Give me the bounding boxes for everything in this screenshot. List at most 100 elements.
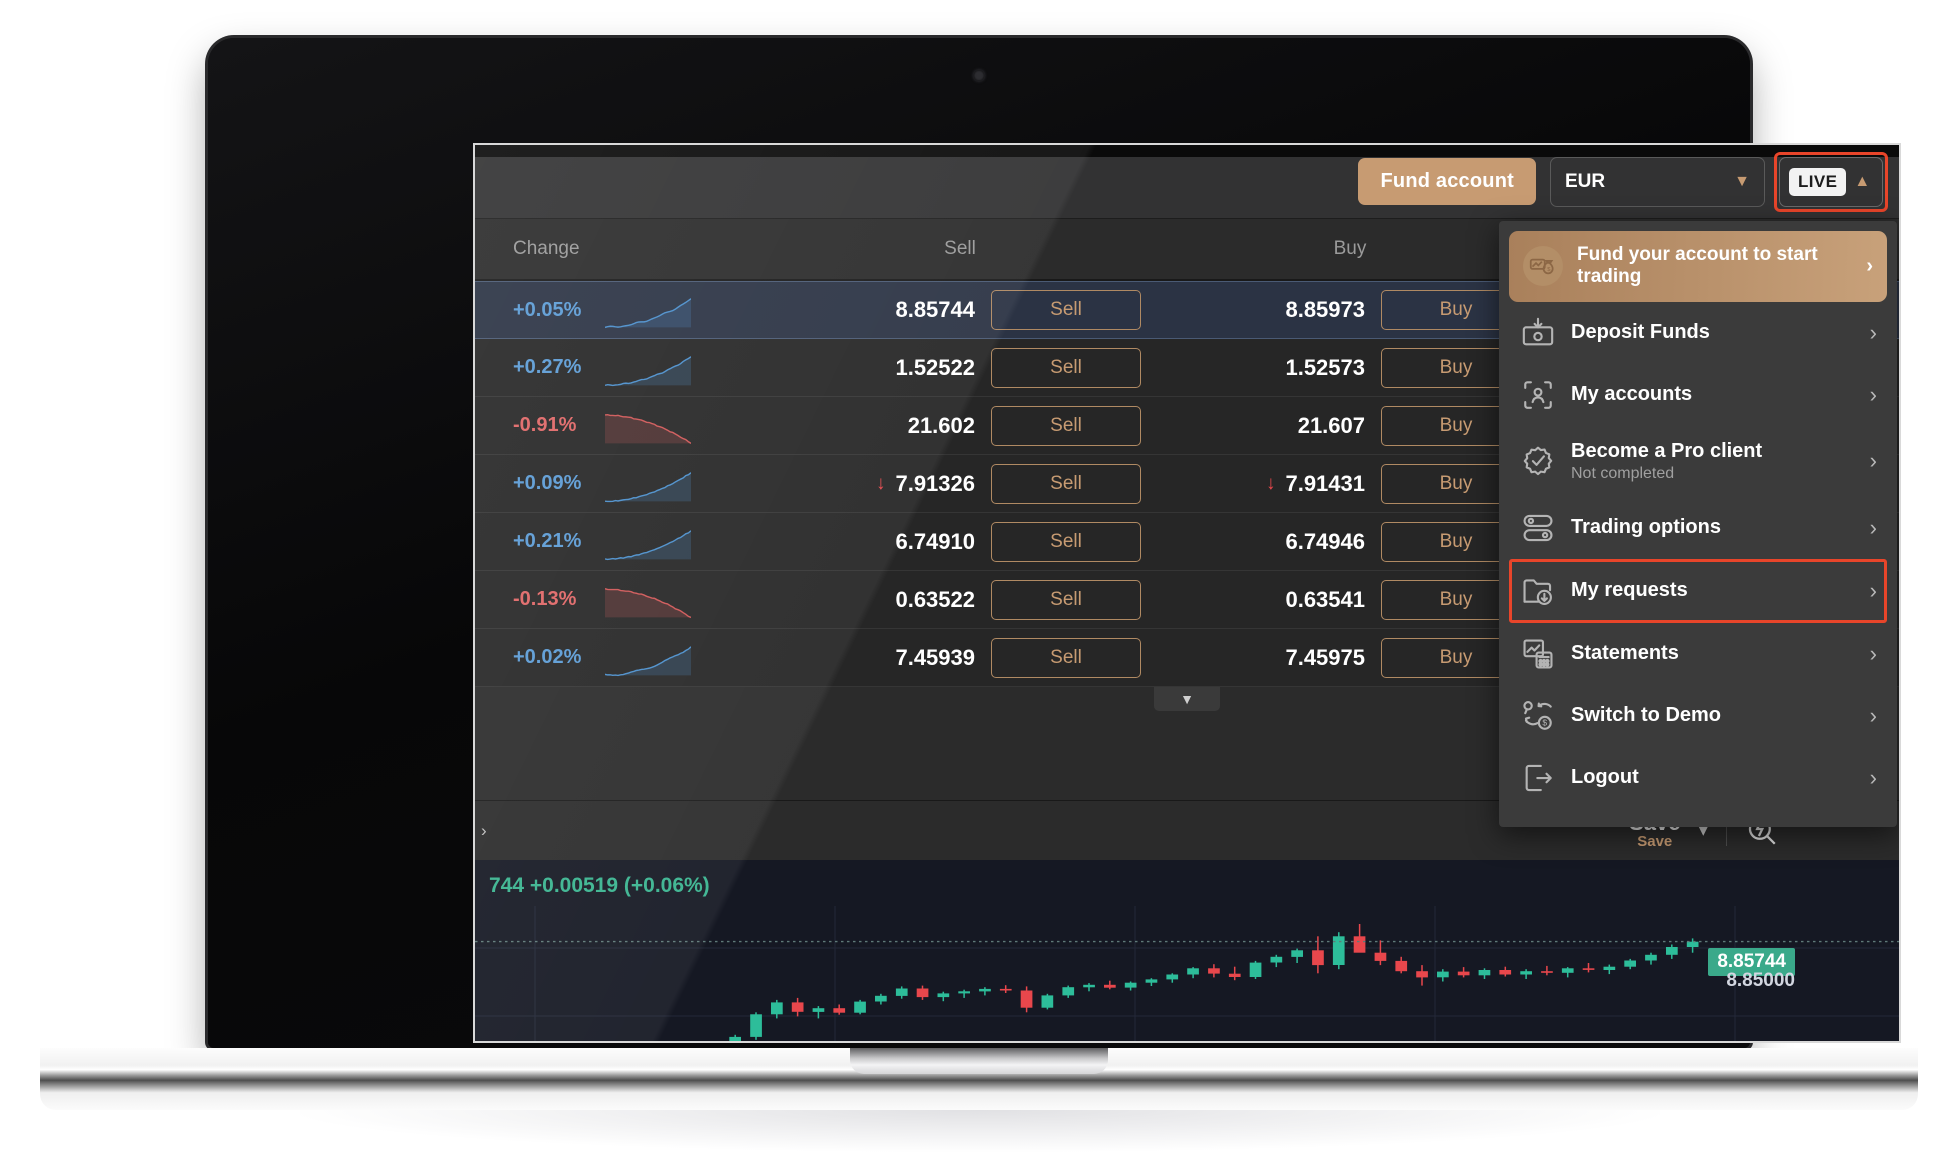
currency-select[interactable]: EUR ▼ — [1550, 156, 1765, 207]
toolbar-divider — [1726, 815, 1727, 846]
cell-buy: 7.45975 Buy — [1155, 637, 1545, 678]
cell-sell: 6.74910 Sell — [765, 521, 1155, 562]
menu-item-text: Become a Pro client Not completed — [1571, 440, 1854, 483]
laptop-screen: Fund account EUR ▼ LIVE ▲ Change — [473, 143, 1901, 1043]
chevron-right-icon: › — [1869, 448, 1877, 474]
chevron-right-icon: › — [1866, 254, 1873, 277]
expand-rows-button[interactable]: ▼ — [1154, 687, 1220, 711]
buy-price: 0.63541 — [1285, 586, 1365, 612]
chevron-up-icon: ▲ — [1854, 172, 1871, 190]
account-id-icon — [1521, 378, 1555, 412]
laptop-base — [40, 1048, 1918, 1110]
save-sub-label: Save — [1637, 833, 1673, 851]
change-percent: -0.91% — [513, 414, 577, 436]
menu-item-label: Switch to Demo — [1571, 704, 1722, 727]
menu-item-label: Statements — [1571, 642, 1679, 665]
cell-buy: 21.607 Buy — [1155, 405, 1545, 446]
chevron-right-icon: › — [1869, 319, 1877, 345]
sell-price: 7.91326 — [895, 470, 975, 496]
cell-sell: 1.52522 Sell — [765, 347, 1155, 388]
change-percent: +0.27% — [513, 356, 582, 378]
menu-item-trading-options[interactable]: Trading options › — [1509, 497, 1887, 559]
sell-price: 6.74910 — [895, 528, 975, 554]
column-header-sell: Sell — [944, 238, 976, 259]
menu-item-text: My requests — [1571, 579, 1854, 602]
cell-change: +0.21% — [475, 522, 765, 562]
buy-price: 1.52573 — [1285, 354, 1365, 380]
menu-item-deposit-funds[interactable]: Deposit Funds › — [1509, 302, 1887, 364]
menu-item-switch-to-demo[interactable]: $ Switch to Demo › — [1509, 685, 1887, 747]
cell-sell: 8.85744 Sell — [765, 290, 1155, 330]
fund-account-button[interactable]: Fund account — [1358, 158, 1536, 205]
price-down-arrow-icon: ↓ — [875, 472, 886, 494]
laptop-lid: Fund account EUR ▼ LIVE ▲ Change — [208, 38, 1901, 1048]
cell-change: -0.91% — [475, 406, 765, 446]
chevron-right-icon: › — [1869, 640, 1877, 666]
change-percent: +0.05% — [513, 298, 582, 321]
cell-sell: 7.45939 Sell — [765, 637, 1155, 678]
price-chart[interactable]: 744 +0.00519 (+0.06%) 8.85744 8.85000 8.… — [475, 860, 1899, 1041]
folder-down-icon — [1521, 574, 1555, 608]
webcam-icon — [973, 70, 985, 81]
cell-change: +0.02% — [475, 638, 765, 678]
topbar-spacer — [475, 145, 1899, 157]
change-percent: +0.21% — [513, 530, 582, 552]
currency-select-value: EUR — [1565, 170, 1606, 192]
change-percent: +0.02% — [513, 646, 582, 668]
menu-item-logout[interactable]: Logout › — [1509, 747, 1887, 809]
sparkline-icon — [605, 529, 691, 560]
promo-label: Fund your account to start trading — [1577, 244, 1818, 288]
laptop-shadow — [300, 1110, 1660, 1152]
cell-buy: ↓ 7.91431 Buy — [1155, 463, 1545, 504]
menu-item-my-requests[interactable]: My requests › — [1509, 558, 1887, 623]
sell-button[interactable]: Sell — [991, 347, 1141, 388]
buy-price: 6.74946 — [1285, 528, 1365, 554]
menu-item-label: Trading options — [1571, 516, 1721, 539]
menu-item-label: My requests — [1571, 579, 1688, 602]
menu-item-statements[interactable]: Statements › — [1509, 623, 1887, 685]
sell-price: 8.85744 — [895, 297, 975, 322]
sell-button[interactable]: Sell — [991, 637, 1141, 678]
sell-button[interactable]: Sell — [991, 405, 1141, 446]
column-header-change: Change — [513, 238, 580, 259]
chevron-left-icon[interactable]: › — [481, 820, 487, 840]
buy-price: 7.91431 — [1285, 470, 1365, 496]
laptop-base-notch — [850, 1048, 1108, 1074]
sell-price: 21.602 — [907, 412, 975, 438]
switch-demo-icon: $ — [1521, 699, 1555, 733]
sell-button[interactable]: Sell — [991, 579, 1141, 620]
menu-item-become-a-pro-client[interactable]: Become a Pro client Not completed › — [1509, 426, 1887, 497]
menu-item-label: Become a Pro client — [1571, 439, 1763, 462]
menu-item-list: Deposit Funds › My accounts › Become a P… — [1509, 302, 1887, 809]
money-bag-icon: $ — [1523, 246, 1563, 287]
account-mode-switcher[interactable]: LIVE ▲ — [1774, 151, 1888, 212]
cell-buy: 8.85973 Buy — [1155, 290, 1545, 330]
logout-icon — [1521, 761, 1555, 795]
sell-button[interactable]: Sell — [991, 463, 1141, 504]
menu-item-text: My accounts — [1571, 383, 1854, 406]
chevron-down-icon[interactable]: ▾ — [1698, 820, 1708, 841]
cell-buy: 1.52573 Buy — [1155, 347, 1545, 388]
cell-buy: 6.74946 Buy — [1155, 521, 1545, 562]
cell-sell: ↓ 7.91326 Sell — [765, 463, 1155, 504]
account-dropdown-menu: $ Fund your account to start trading › D… — [1499, 221, 1897, 827]
sliders-icon — [1521, 511, 1555, 545]
svg-text:$: $ — [1547, 268, 1551, 274]
svg-text:$: $ — [1542, 717, 1547, 727]
sparkline-icon — [605, 298, 691, 329]
price-down-arrow-icon: ↓ — [1265, 472, 1276, 494]
sell-button[interactable]: Sell — [991, 521, 1141, 562]
buy-price: 8.85973 — [1285, 297, 1365, 322]
chevron-right-icon: › — [1869, 514, 1877, 540]
sell-price: 0.63522 — [895, 586, 975, 612]
y-axis-label-1: 8.85000 — [1726, 970, 1795, 991]
column-header-buy: Buy — [1333, 238, 1367, 259]
sparkline-icon — [605, 645, 691, 676]
menu-item-sublabel: Not completed — [1571, 464, 1675, 482]
menu-item-my-accounts[interactable]: My accounts › — [1509, 364, 1887, 426]
cell-sell: 0.63522 Sell — [765, 579, 1155, 620]
cell-change: -0.13% — [475, 580, 765, 620]
sell-button[interactable]: Sell — [991, 290, 1141, 330]
menu-item-fund-account-promo[interactable]: $ Fund your account to start trading › — [1509, 231, 1887, 302]
